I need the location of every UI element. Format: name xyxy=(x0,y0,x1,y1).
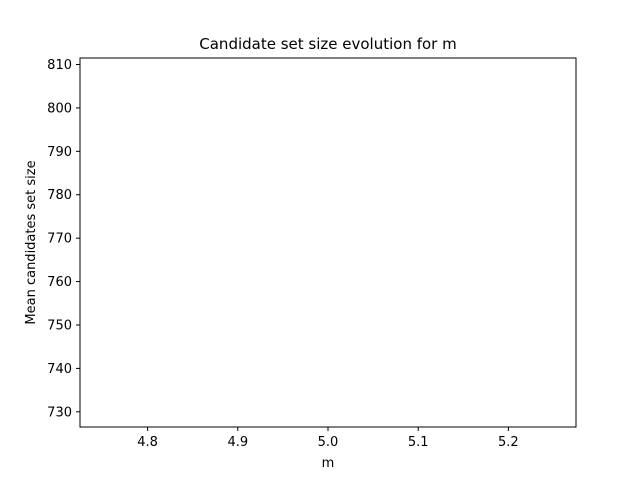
y-tick-label: 760 xyxy=(47,275,72,290)
x-tick-label: 5.1 xyxy=(408,435,429,450)
y-tick-label: 800 xyxy=(47,101,72,116)
y-tick-label: 730 xyxy=(47,405,72,420)
x-tick-label: 4.9 xyxy=(227,435,248,450)
plot-frame xyxy=(79,57,577,428)
x-tick-label: 5.2 xyxy=(498,435,519,450)
y-tick-label: 770 xyxy=(47,232,72,247)
y-axis-label: Mean candidates set size xyxy=(24,160,39,324)
y-tick-label: 810 xyxy=(47,58,72,73)
y-tick-label: 780 xyxy=(47,188,72,203)
x-axis-label: m xyxy=(322,456,335,471)
x-tick-label: 4.8 xyxy=(137,435,158,450)
x-axis-ticks: 4.8 4.9 5.0 5.1 5.2 xyxy=(137,427,519,450)
x-tick-label: 5.0 xyxy=(318,435,339,450)
plot-area xyxy=(80,58,576,427)
y-tick-label: 790 xyxy=(47,145,72,160)
y-tick-label: 750 xyxy=(47,318,72,333)
chart-title: Candidate set size evolution for m xyxy=(199,35,456,53)
y-tick-label: 740 xyxy=(47,362,72,377)
y-axis-ticks: 730 740 750 760 770 780 790 800 810 xyxy=(47,58,80,420)
